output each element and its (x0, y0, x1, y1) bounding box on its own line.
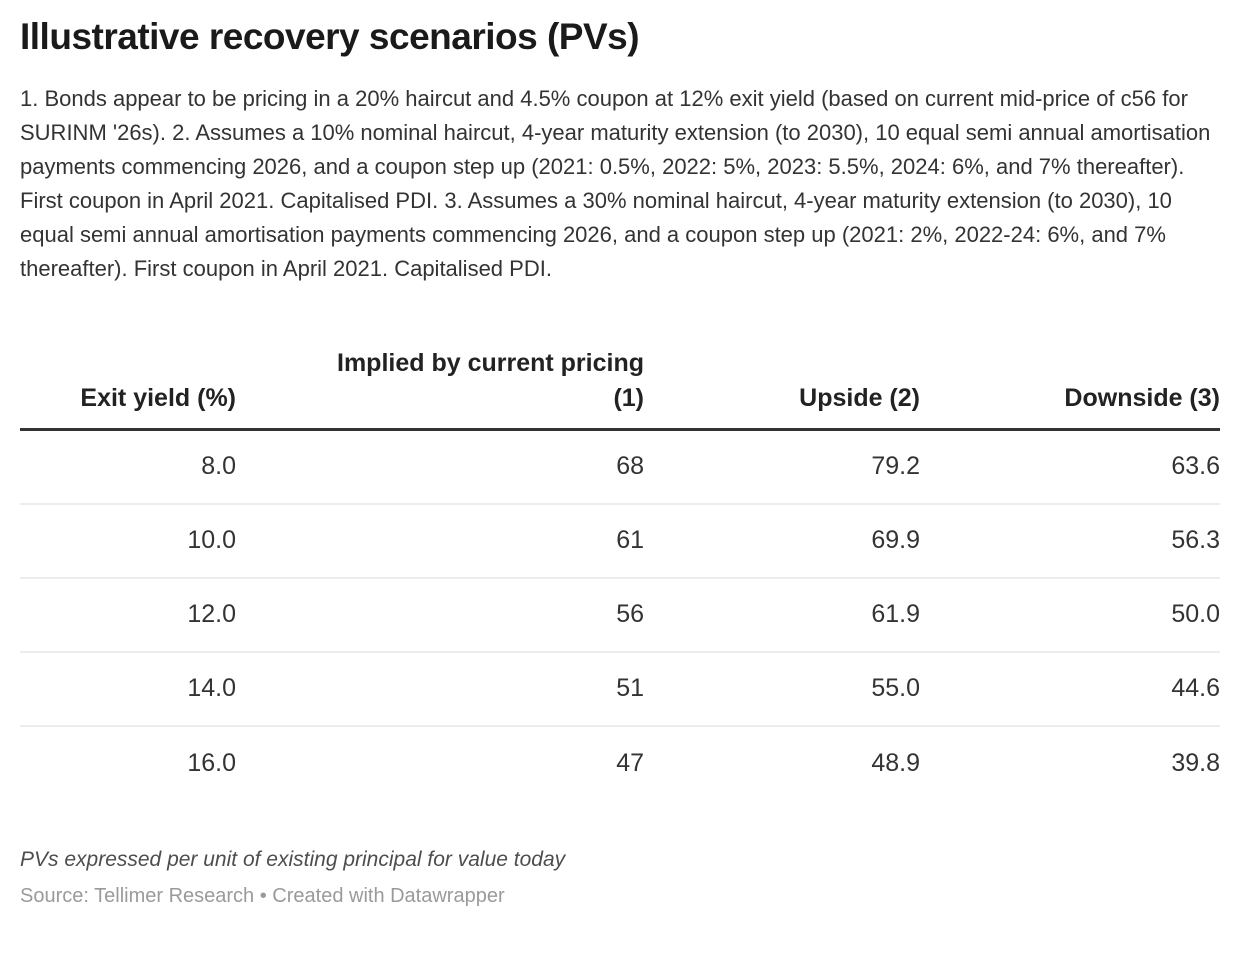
table-cell-downside: 63.6 (1171, 452, 1220, 481)
recovery-scenarios-table: Exit yield (%) Implied by current pricing… (20, 346, 1220, 800)
chart-source: Source: Tellimer Research • Created with… (20, 884, 505, 907)
table-row: 10.0 61 69.9 56.3 (20, 502, 1220, 578)
table-cell-exit-yield: 8.0 (201, 452, 236, 481)
table-cell-upside: 61.9 (644, 576, 920, 652)
table-cell-upside: 69.9 (644, 502, 920, 578)
table-cell-downside: 56.3 (920, 502, 1220, 578)
column-header-implied-by-current-pricing: Implied by current pricing (1) (236, 346, 644, 431)
table-cell-downside: 39.8 (920, 724, 1220, 800)
table-cell-upside: 55.0 (644, 650, 920, 726)
table-row: 12.0 56 61.9 50.0 (20, 576, 1220, 652)
chart-title: Illustrative recovery scenarios (PVs) (20, 16, 640, 57)
table-cell-implied-by-current-pricing: 47 (236, 724, 644, 800)
table-cell-upside: 79.2 (871, 452, 920, 481)
table-cell-exit-yield: 10.0 (20, 502, 236, 578)
column-header-exit-yield: Exit yield (%) (20, 346, 236, 431)
table-cell-exit-yield: 14.0 (20, 650, 236, 726)
table-head: Exit yield (%) Implied by current pricing… (20, 346, 1220, 431)
table-row: 8.0 68 79.2 63.6 (20, 430, 1220, 504)
table-cell-exit-yield: 12.0 (20, 576, 236, 652)
table-cell-implied-by-current-pricing: 68 (616, 452, 644, 481)
chart-note: PVs expressed per unit of existing princ… (20, 847, 566, 871)
table-cell-downside: 50.0 (920, 576, 1220, 652)
table-cell-implied-by-current-pricing: 56 (236, 576, 644, 652)
chart-description: 1. Bonds appear to be pricing in a 20% h… (20, 86, 1211, 281)
table-cell-downside: 44.6 (920, 650, 1220, 726)
table-header-row: Exit yield (%) Implied by current pricing… (20, 346, 1220, 431)
table-body: 8.0 68 79.2 63.6 10.0 61 69.9 56.3 12.0 56 61.9 50.… (20, 430, 1220, 800)
table-row: 16.0 47 48.9 39.8 (20, 724, 1220, 800)
table-cell-exit-yield: 16.0 (20, 724, 236, 800)
table-cell-implied-by-current-pricing: 51 (236, 650, 644, 726)
table-cell-upside: 48.9 (644, 724, 920, 800)
table-row: 14.0 51 55.0 44.6 (20, 650, 1220, 726)
table-cell-implied-by-current-pricing: 61 (236, 502, 644, 578)
column-header-upside: Upside (2) (644, 346, 920, 431)
column-header-downside: Downside (3) (920, 346, 1220, 431)
